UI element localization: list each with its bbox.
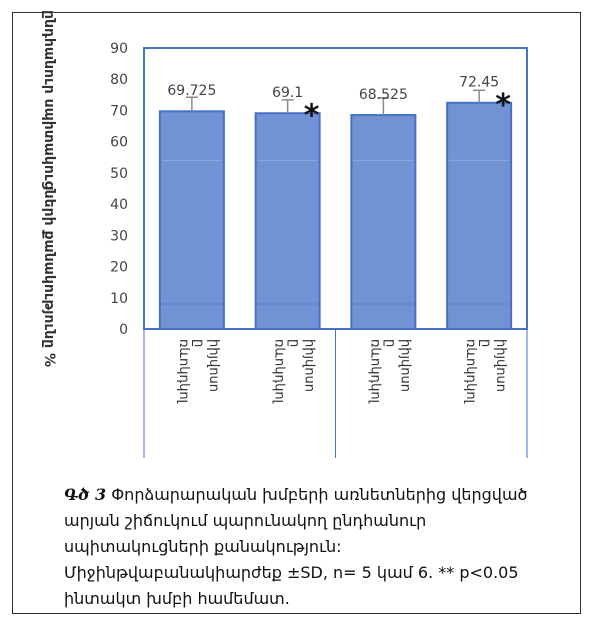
- category-label: ռևոկդկոլ ը իիյվոսո: [463, 339, 508, 404]
- category-label-line: ը: [191, 339, 206, 347]
- bar: [446, 101, 513, 330]
- y-tick-label: 60: [110, 135, 128, 151]
- y-tick-label: 70: [110, 103, 128, 119]
- figure-frame: [12, 12, 581, 614]
- y-axis-title: ընդհանուր սպիտակուցների քանակությունը %: [41, 10, 57, 367]
- category-label-line: իիյվոսո: [302, 339, 317, 392]
- y-tick-label: 20: [110, 260, 128, 276]
- value-label: 69.1: [272, 85, 303, 101]
- caption-figure-label: Գծ 3: [64, 485, 107, 504]
- y-tick-label: 50: [110, 166, 128, 182]
- category-label-line: իիյվոսո: [493, 339, 508, 392]
- chart-svg: ընդհանուր սպիտակուցների քանակությունը % …: [41, 10, 528, 458]
- figure-caption: Գծ 3 Փորձարարական խմբերի առնետներից վերց…: [64, 482, 564, 612]
- category-label-line: ը: [478, 339, 493, 347]
- category-label: ռևոկդկոլ ը իիյվոսո: [272, 339, 317, 404]
- value-label: 68.525: [359, 87, 408, 103]
- y-axis-title-group: ընդհանուր սպիտակուցների քանակությունը %: [41, 10, 57, 367]
- bar: [254, 112, 321, 331]
- bar-chart: ընդհանուր սպիտակուցների քանակությունը % …: [41, 10, 528, 458]
- significance-marker: *: [495, 88, 511, 123]
- category-label-line: ը: [382, 339, 397, 347]
- category-label-line: ռևոկդկոլ: [272, 339, 287, 404]
- plot-frame: [143, 47, 528, 458]
- y-tick-label: 80: [110, 72, 128, 88]
- category-label-line: իիյվոսո: [397, 339, 412, 392]
- value-label: 69.725: [167, 83, 216, 99]
- caption-text: Փորձարարական խմբերի առնետներից վերցված ա…: [64, 485, 528, 608]
- y-tick-label: 30: [110, 228, 128, 244]
- y-ticks: 0 10 20 30 40 50 60 70 80 90: [110, 41, 128, 338]
- category-label-line: ռևոկդկոլ: [176, 339, 191, 404]
- y-tick-label: 40: [110, 197, 128, 213]
- category-labels: ռևոկդկոլ ը իիյվոսո ռևոկդկոլ ը իիյվոսո ռևոկդկոլ…: [176, 339, 508, 404]
- value-label: 72.45: [459, 75, 499, 91]
- y-tick-label: 10: [110, 291, 128, 307]
- category-label-line: իիյվոսո: [206, 339, 221, 392]
- y-tick-label: 0: [119, 322, 128, 338]
- significance-marker: *: [304, 98, 320, 133]
- category-label: ռևոկդկոլ ը իիյվոսո: [176, 339, 221, 404]
- category-label: ռևոկդկոլ ը իիյվոսո: [367, 339, 412, 404]
- bar: [158, 110, 225, 330]
- y-tick-label: 90: [110, 41, 128, 57]
- category-label-line: ռևոկդկոլ: [367, 339, 382, 404]
- category-label-line: ը: [287, 339, 302, 347]
- category-label-line: ռևոկդկոլ: [463, 339, 478, 404]
- bar: [350, 114, 417, 330]
